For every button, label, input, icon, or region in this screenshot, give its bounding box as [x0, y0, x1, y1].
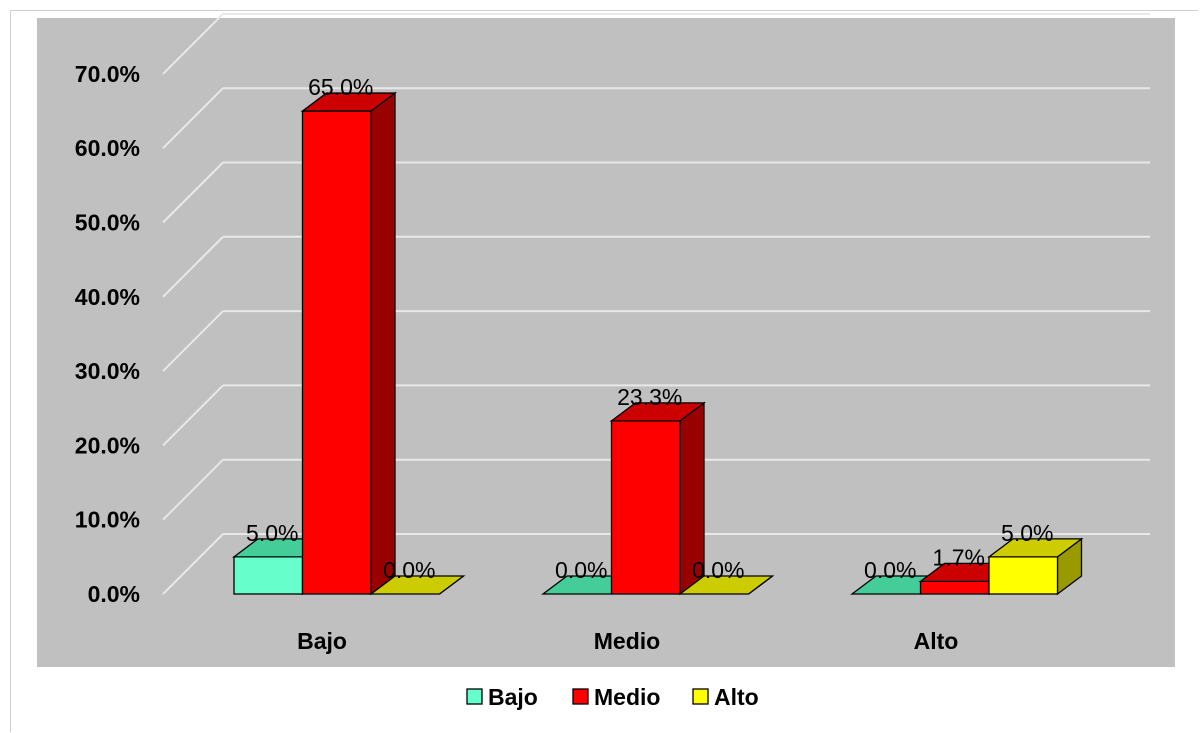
gridline-diag-6 [162, 87, 224, 149]
category-labels: Bajo Medio Alto [297, 628, 958, 654]
y-tick-label: 60.0% [75, 135, 140, 161]
y-tick-label: 20.0% [75, 432, 140, 458]
category-label-bajo: Bajo [297, 628, 347, 654]
gridline-diag-5 [162, 161, 224, 224]
gridline-diag-1 [162, 458, 224, 521]
data-label: 65.0% [308, 74, 373, 100]
category-label-alto: Alto [914, 628, 959, 654]
gridline-diag-7 [162, 13, 224, 75]
y-tick-label: 50.0% [75, 210, 140, 236]
y-tick-label: 10.0% [75, 507, 140, 533]
bar-alto-bajo [369, 575, 466, 595]
legend-item-alto: Alto [692, 684, 759, 710]
legend-item-bajo: Bajo [466, 684, 538, 710]
legend-label: Bajo [488, 684, 538, 710]
data-label: 0.0% [555, 557, 607, 583]
bar-alto-alto [987, 537, 1084, 596]
data-label: 0.0% [383, 557, 435, 583]
data-label: 0.0% [692, 557, 744, 583]
category-label-medio: Medio [594, 628, 660, 654]
y-tick-label: 30.0% [75, 358, 140, 384]
chart-frame [10, 10, 1198, 732]
legend-label: Medio [594, 684, 660, 710]
legend-swatch [466, 688, 483, 705]
data-label: 1.7% [933, 544, 985, 570]
y-tick-label: 40.0% [75, 284, 140, 310]
legend-item-medio: Medio [572, 684, 660, 710]
y-tick-label: 70.0% [75, 61, 140, 87]
legend-swatch [572, 688, 589, 705]
bars [232, 91, 1084, 596]
data-label: 5.0% [246, 520, 298, 546]
legend-label: Alto [714, 684, 759, 710]
bar-alto-medio [678, 575, 775, 595]
legend-swatch [692, 688, 709, 705]
plot-background [37, 18, 1175, 667]
gridline-diag-4 [162, 236, 224, 298]
bar-medio-bajo [300, 91, 397, 596]
data-label: 23.3% [617, 384, 682, 410]
bar-medio-medio [609, 401, 706, 596]
data-label: 5.0% [1001, 520, 1053, 546]
legend: Bajo Medio Alto [466, 684, 759, 710]
gridline-diag-0 [162, 533, 224, 595]
y-axis-ticks: 0.0% 10.0% 20.0% 30.0% 40.0% 50.0% 60.0% 70.0% [75, 61, 140, 607]
y-tick-label: 0.0% [88, 581, 140, 607]
gridline-diag-2 [162, 384, 224, 447]
data-labels: 5.0% 65.0% 0.0% 0.0% 23.3% 0.0% 0.0% 1.7% 5.0% [246, 74, 1053, 583]
data-label: 0.0% [864, 557, 916, 583]
gridline-diag-3 [162, 310, 224, 372]
